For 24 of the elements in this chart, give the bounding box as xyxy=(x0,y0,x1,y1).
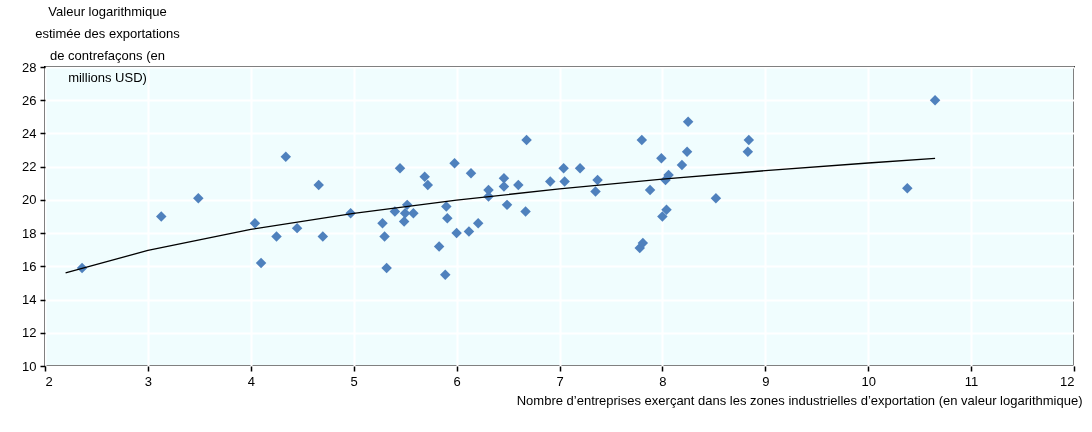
x-tick-label: 11 xyxy=(964,373,979,389)
x-axis-title: Nombre d’entreprises exerçant dans les zones industrielles d’exportation (en valeur logarithmique) xyxy=(516,392,1083,408)
x-tick-label: 7 xyxy=(556,373,564,389)
x-tick-label: 3 xyxy=(144,373,153,389)
x-tick-label: 10 xyxy=(861,373,876,389)
y-tick-label: 12 xyxy=(22,325,37,341)
x-tick-label: 12 xyxy=(1060,373,1075,389)
y-tick-label: 24 xyxy=(22,125,37,141)
y-tick-label: 26 xyxy=(22,92,37,108)
y-tick-label: 20 xyxy=(22,192,37,208)
y-tick-label: 14 xyxy=(22,292,37,308)
y-axis-title: Valeur logarithmique estimée des exportations de contrefaçons (en millions USD) xyxy=(35,3,181,85)
x-tick-label: 6 xyxy=(453,373,461,389)
x-tick-label: 4 xyxy=(247,373,255,389)
line-series xyxy=(64,157,936,274)
y-tick-label: 28 xyxy=(22,59,37,75)
y-tick-label: 16 xyxy=(22,258,37,274)
x-tick-label: 5 xyxy=(350,373,358,389)
x-tick-label: 8 xyxy=(659,373,667,389)
y-tick-label: 18 xyxy=(22,225,37,241)
y-tick-label: 10 xyxy=(22,358,37,374)
x-tick-label: 9 xyxy=(762,373,770,389)
x-tick-label: 2 xyxy=(45,373,53,389)
y-tick-label: 22 xyxy=(22,159,37,175)
